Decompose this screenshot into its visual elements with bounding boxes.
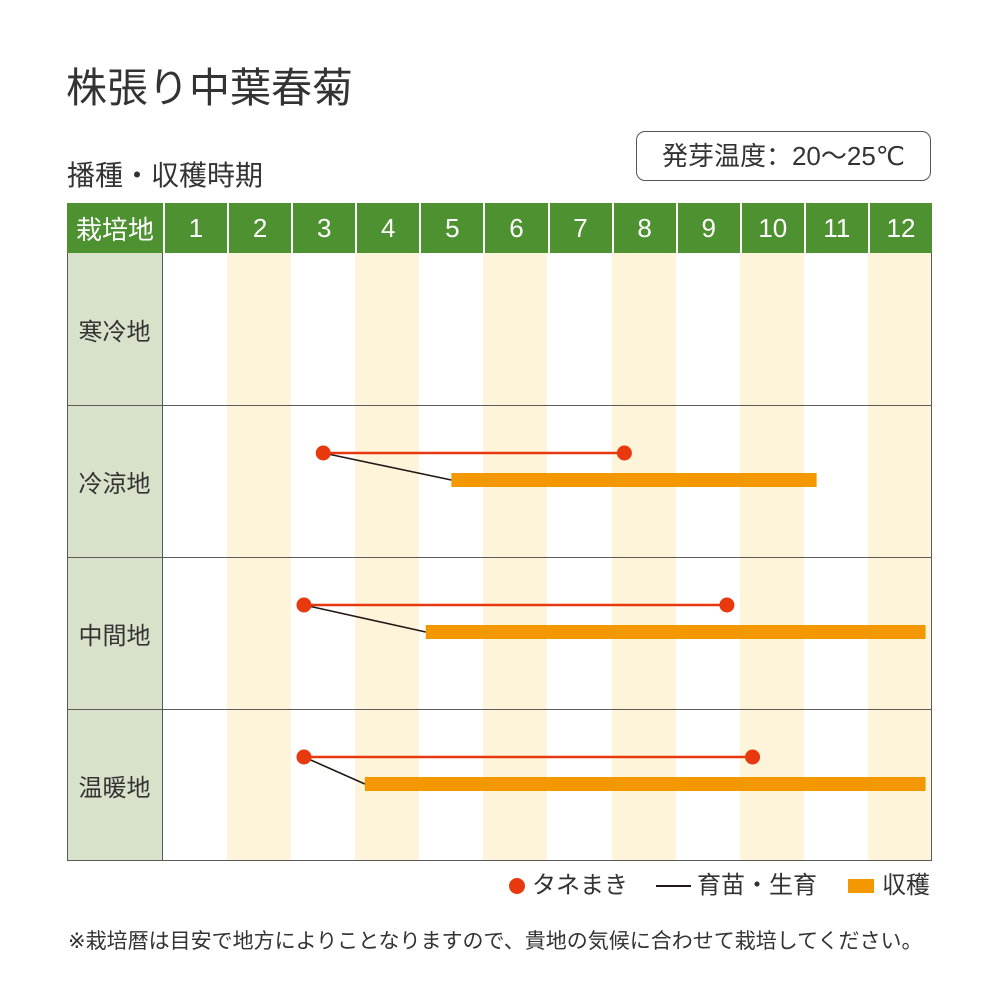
month-header-8: 8: [611, 203, 676, 253]
legend-sowing-dot: [509, 878, 525, 894]
month-header-10: 10: [739, 203, 804, 253]
region-label-3: 中間地: [67, 558, 163, 709]
month-header-6: 6: [483, 203, 547, 253]
region-plot-2: [163, 406, 932, 557]
region-column-header: 栽培地: [75, 214, 154, 245]
month-header-11: 11: [803, 203, 868, 253]
month-header-3: 3: [291, 203, 355, 253]
month-header-1: 1: [163, 203, 227, 253]
region-row-3: 中間地: [67, 557, 932, 709]
month-header-12: 12: [867, 203, 932, 253]
month-header-2: 2: [227, 203, 291, 253]
month-header-4: 4: [355, 203, 419, 253]
product-title: 株張り中葉春菊: [66, 65, 353, 111]
calendar-body: 寒冷地 冷涼地 中間地 温暖地: [67, 253, 932, 861]
month-header-5: 5: [419, 203, 483, 253]
region-row-1: 寒冷地: [67, 253, 932, 405]
region-label-1: 寒冷地: [67, 253, 163, 405]
region-plot-1: [163, 253, 932, 405]
region-row-4: 温暖地: [67, 709, 932, 861]
region-rows: 寒冷地 冷涼地 中間地 温暖地: [67, 253, 932, 861]
germination-temperature-text: 発芽温度：20〜25℃: [661, 141, 906, 171]
germination-temperature-box: 発芽温度：20〜25℃: [636, 131, 931, 181]
legend-harvest-label: 収穫: [882, 872, 930, 899]
legend-sowing-label: タネまき: [532, 872, 628, 899]
region-label-2: 冷涼地: [67, 406, 163, 557]
legend-growing-label: 育苗・生育: [697, 872, 817, 899]
footnote: ※栽培暦は目安で地方によりことなりますので、貴地の気候に合わせて栽培してください…: [68, 930, 923, 953]
month-header-9: 9: [675, 203, 740, 253]
legend-harvest-swatch: [848, 879, 874, 893]
region-row-2: 冷涼地: [67, 405, 932, 557]
region-plot-4: [163, 710, 932, 861]
region-plot-3: [163, 558, 932, 709]
legend-growing-line: [656, 885, 691, 887]
month-header-7: 7: [547, 203, 612, 253]
region-label-4: 温暖地: [67, 710, 163, 861]
calendar-header-row: 栽培地 1 2 3 4 5 6 7 8 9 10 11 12: [67, 203, 932, 253]
chart-title: 播種・収穫時期: [67, 160, 264, 191]
